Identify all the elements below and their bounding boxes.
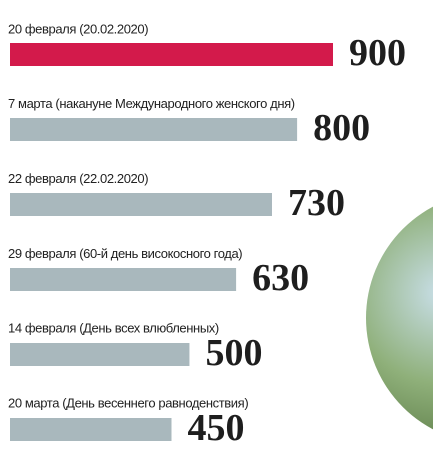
bar — [10, 43, 333, 66]
bar — [10, 343, 189, 366]
bar — [10, 193, 272, 216]
category-label: 22 февраля (22.02.2020) — [8, 171, 148, 186]
bars: 20 февраля (20.02.2020) 900 7 марта (накан… — [8, 21, 406, 449]
bar — [10, 418, 172, 441]
chart: 20 февраля (20.02.2020) 900 7 марта (накан… — [0, 0, 433, 465]
category-label: 14 февраля (День всех влюбленных) — [8, 321, 219, 336]
category-label: 20 февраля (20.02.2020) — [8, 21, 148, 36]
photo — [366, 192, 433, 444]
value-label: 630 — [252, 257, 309, 299]
category-label: 29 февраля (60-й день високосного года) — [8, 246, 242, 261]
value-label: 500 — [205, 332, 262, 374]
value-label: 800 — [313, 107, 370, 149]
value-label: 730 — [288, 182, 345, 224]
value-label: 900 — [349, 32, 406, 74]
bar — [10, 268, 236, 291]
bar — [10, 118, 297, 141]
category-label: 7 марта (накануне Международного женског… — [8, 96, 295, 111]
value-label: 450 — [188, 407, 245, 449]
